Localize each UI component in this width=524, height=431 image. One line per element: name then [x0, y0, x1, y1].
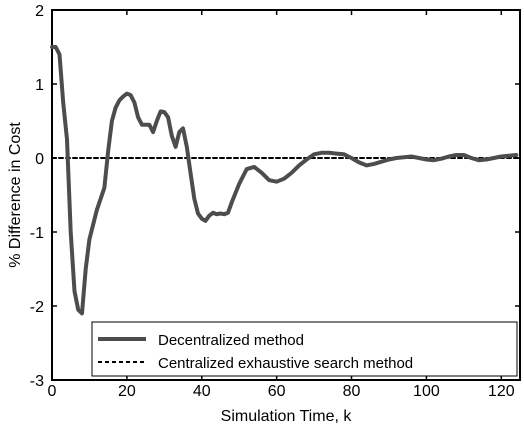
- legend-label-centralized: Centralized exhaustive search method: [158, 355, 413, 372]
- x-tick-label: 0: [48, 383, 57, 400]
- x-axis-label: Simulation Time, k: [221, 408, 353, 425]
- x-tick-label: 20: [118, 383, 136, 400]
- y-tick-label: -3: [30, 373, 44, 390]
- legend-box: [91, 321, 518, 377]
- y-tick-label: -2: [30, 299, 44, 316]
- x-tick-label: 40: [193, 383, 211, 400]
- y-axis-label: % Difference in Cost: [7, 122, 24, 268]
- legend-label-decentralized: Decentralized method: [158, 332, 304, 349]
- x-tick-label: 80: [343, 383, 361, 400]
- ticks-layer: 0 20 40 60 80 100 120 -3 -2 -1 0 1 2: [30, 3, 520, 400]
- y-tick-label: 1: [35, 77, 44, 94]
- x-tick-label: 60: [268, 383, 286, 400]
- x-tick-label: 100: [413, 383, 440, 400]
- legend: Decentralized method Centralized exhaust…: [91, 321, 518, 377]
- x-tick-label: 120: [488, 383, 515, 400]
- series-line-decentralized: [50, 45, 519, 316]
- y-tick-label: 2: [35, 3, 44, 20]
- plot-area: [51, 9, 521, 381]
- series-layer: [50, 45, 521, 316]
- y-tick-label: -1: [30, 225, 44, 242]
- y-tick-label: 0: [35, 151, 44, 168]
